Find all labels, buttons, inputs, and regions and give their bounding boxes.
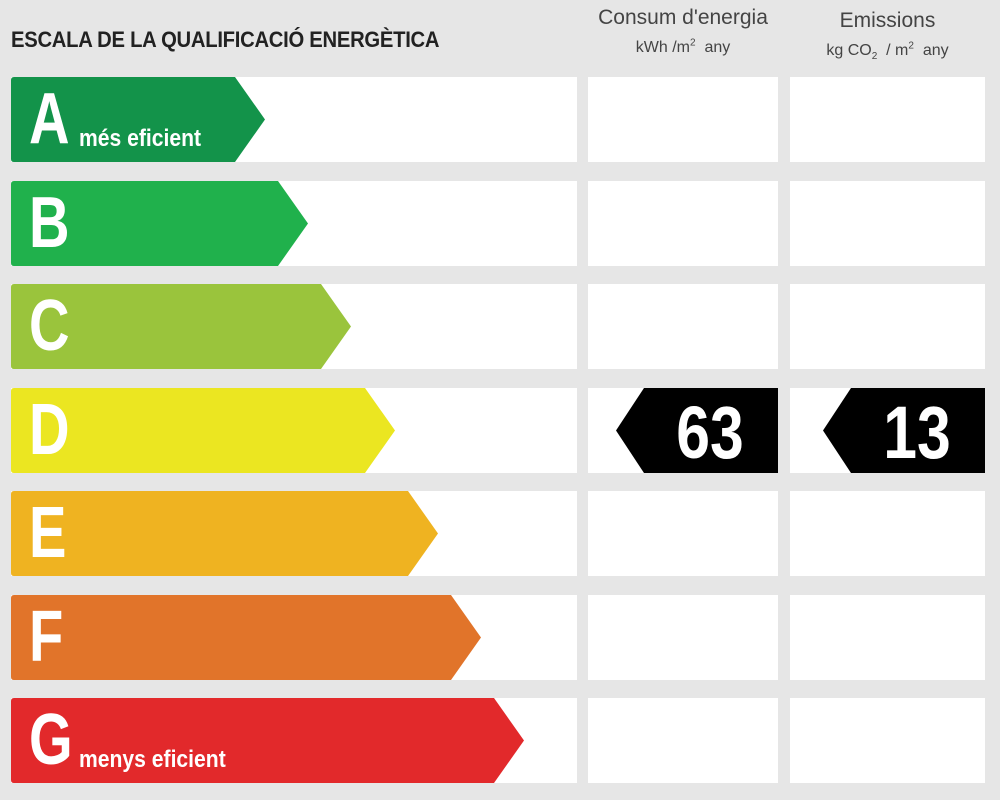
emissions-rating-marker: 13 — [823, 388, 985, 474]
grade-arrow — [11, 388, 395, 473]
energy-rating-marker-shape — [616, 388, 778, 473]
energy-rating-marker-value: 63 — [676, 391, 744, 474]
grade-arrow-shape — [11, 698, 524, 783]
grade-arrow-shape — [11, 284, 351, 369]
grade-row-c: C — [0, 284, 1000, 369]
grade-arrow-shape — [11, 77, 265, 162]
emissions-cell — [790, 698, 985, 783]
energy-rating-marker-path — [616, 388, 778, 473]
energy-cell — [588, 284, 778, 369]
grade-cell: C — [11, 284, 577, 369]
grade-letter: C — [29, 286, 70, 366]
grade-row-d: D 63 13 — [0, 388, 1000, 474]
grade-letter: B — [29, 183, 70, 263]
grade-arrow-shape — [11, 491, 438, 576]
energy-rating-marker: 63 — [616, 388, 778, 474]
grade-caption: menys eficient — [79, 746, 226, 773]
grade-arrow — [11, 181, 308, 266]
grade-arrow — [11, 491, 438, 576]
emissions-column-header: Emissions kg CO2 / m2 any — [790, 8, 985, 62]
grade-letter: F — [29, 597, 64, 677]
emissions-rating-marker-shape — [823, 388, 985, 473]
grade-caption: més eficient — [79, 125, 202, 152]
grade-arrow — [11, 284, 351, 369]
emissions-cell — [790, 181, 985, 266]
grade-cell: F — [11, 595, 577, 680]
grade-letter: A — [29, 79, 70, 159]
page-title: ESCALA DE LA QUALIFICACIÓ ENERGÈTICA — [11, 27, 440, 52]
grade-arrow — [11, 595, 481, 680]
emissions-column-unit: kg CO2 / m2 any — [826, 40, 949, 63]
grade-row-b: B — [0, 181, 1000, 266]
emissions-cell — [790, 595, 985, 680]
grade-letter: D — [29, 390, 70, 470]
emissions-column-label: Emissions — [839, 9, 936, 32]
grade-arrow-shape — [11, 388, 395, 473]
emissions-cell — [790, 77, 985, 162]
grade-letter: E — [29, 493, 67, 573]
emissions-cell — [790, 491, 985, 576]
grade-cell: B — [11, 181, 577, 266]
grade-arrow-shape — [11, 595, 481, 680]
grade-cell: E — [11, 491, 577, 576]
grade-row-f: F — [0, 595, 1000, 680]
grade-arrow-shape — [11, 181, 308, 266]
emissions-rating-marker-path — [823, 388, 985, 473]
energy-cell — [588, 77, 778, 162]
energy-column-label: Consum d'energia — [598, 6, 768, 29]
grade-cell: D — [11, 388, 577, 473]
grade-letter: G — [29, 700, 73, 780]
grade-arrow — [11, 77, 265, 162]
energy-cell — [588, 698, 778, 783]
emissions-cell — [790, 284, 985, 369]
energy-cell — [588, 181, 778, 266]
energy-cell — [588, 595, 778, 680]
emissions-rating-marker-value: 13 — [883, 391, 951, 474]
grade-arrow — [11, 698, 524, 783]
grade-row-e: E — [0, 491, 1000, 576]
energy-column-header: Consum d'energia kWh /m2 any — [588, 5, 778, 59]
energy-cell — [588, 491, 778, 576]
energy-column-unit: kWh /m2 any — [635, 37, 731, 56]
